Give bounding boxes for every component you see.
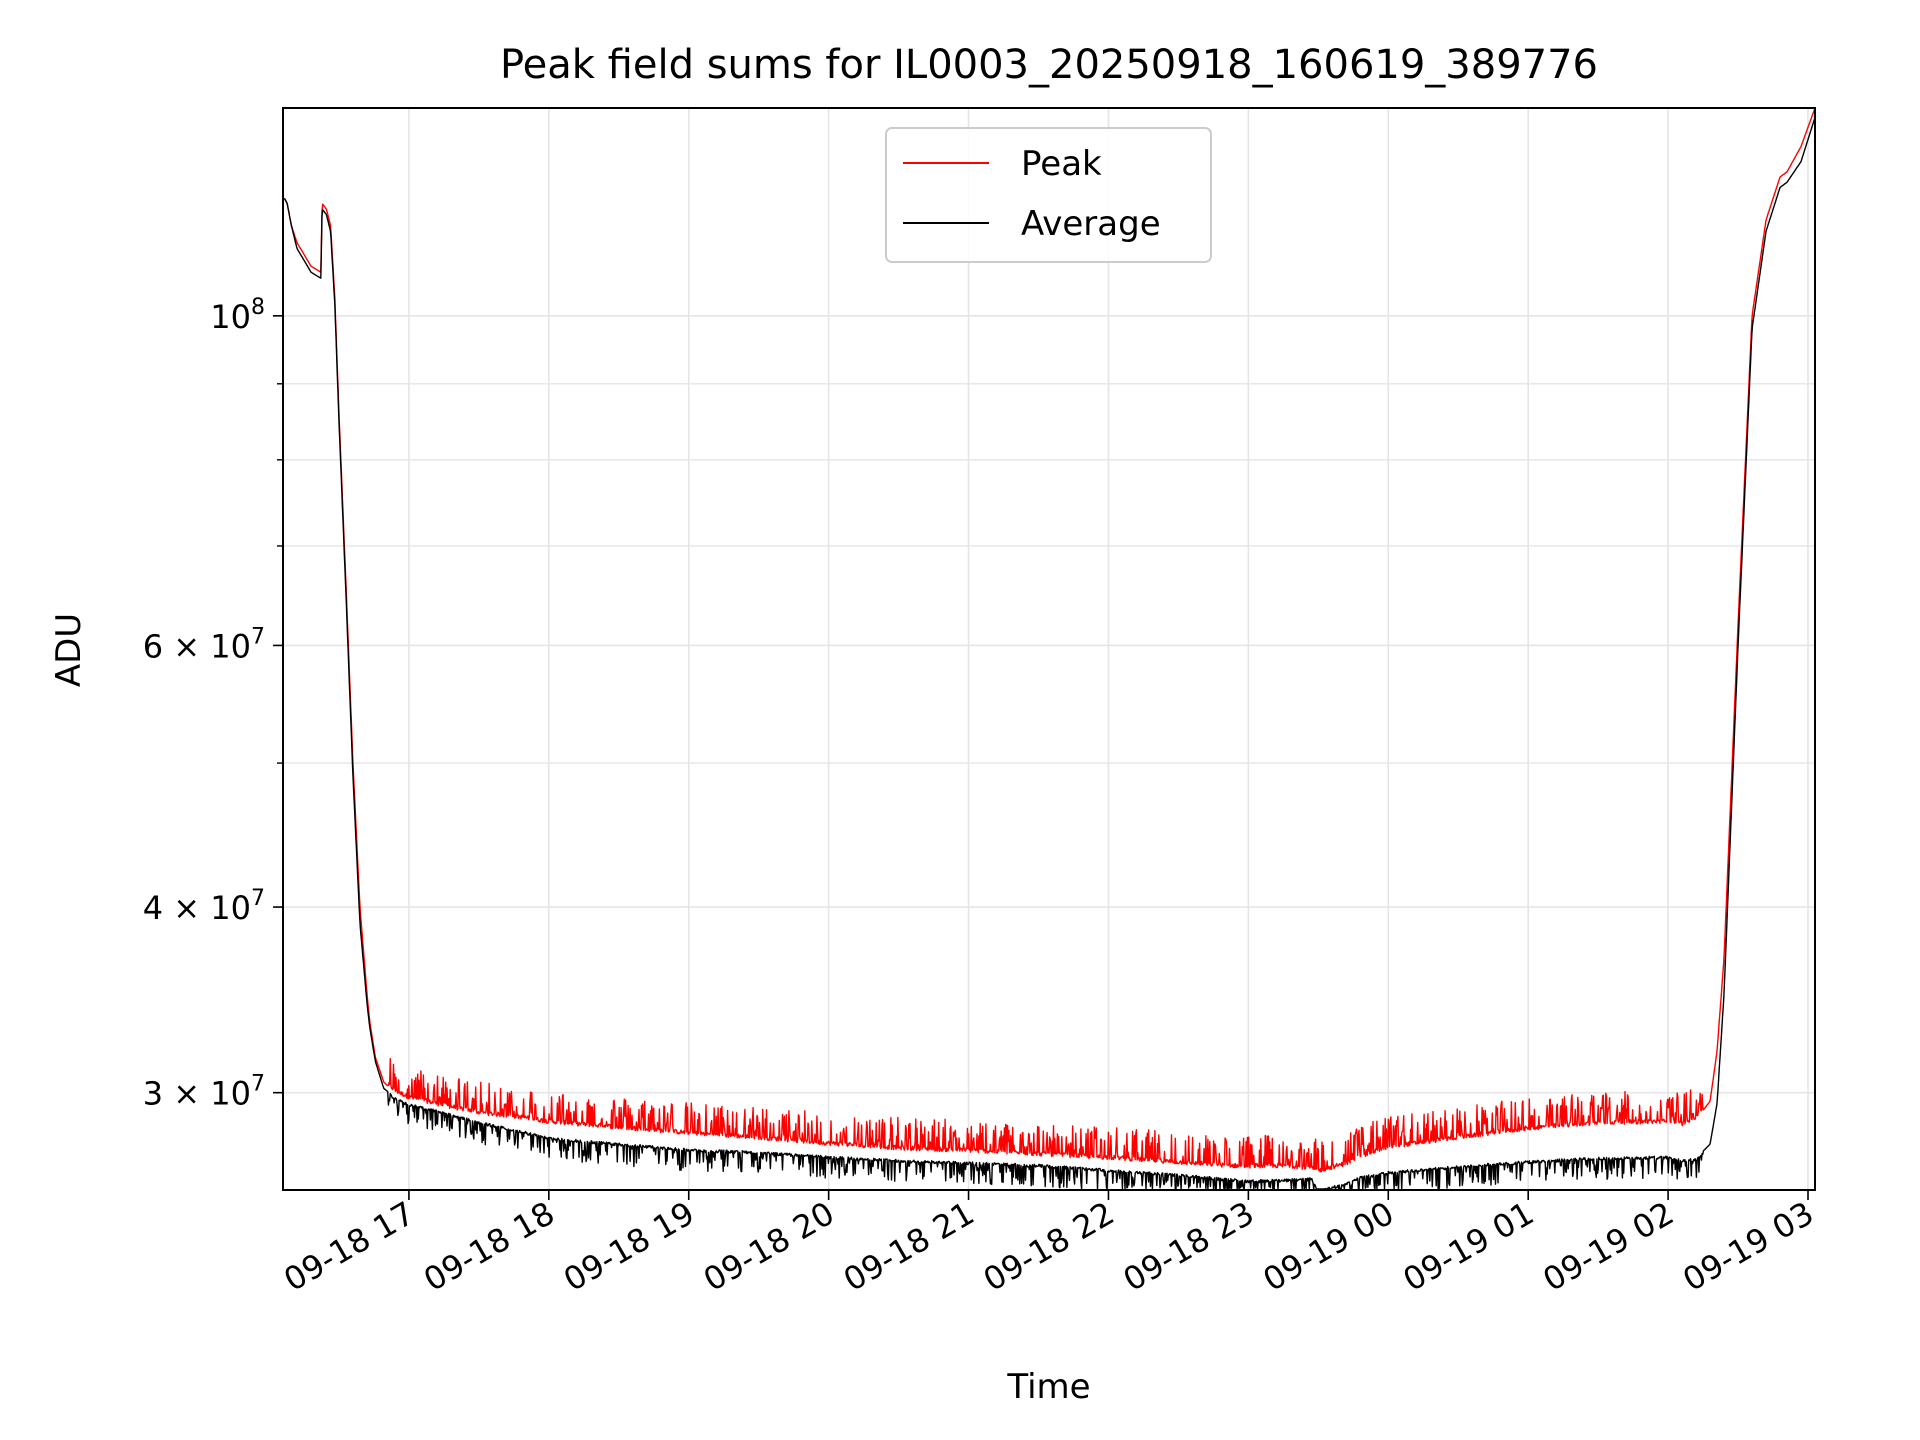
grid [283, 108, 1815, 1190]
x-tick-label: 09-19 03 [1676, 1194, 1820, 1299]
y-tick-label: 108 [210, 295, 265, 336]
x-tick-label: 09-19 01 [1397, 1194, 1541, 1299]
legend-peak-label: Peak [1021, 144, 1102, 184]
x-tick-label: 09-18 21 [837, 1194, 981, 1299]
x-tick-label: 09-19 00 [1257, 1194, 1401, 1299]
x-tick-label: 09-18 17 [277, 1194, 421, 1299]
x-axis-label: Time [1006, 1367, 1090, 1407]
plot-lines [283, 108, 1816, 1190]
x-tick-label: 09-18 19 [557, 1194, 701, 1299]
x-tick-label: 09-18 18 [417, 1194, 561, 1299]
chart-title: Peak field sums for IL0003_20250918_1606… [500, 42, 1598, 88]
x-tick-label: 09-18 22 [977, 1194, 1121, 1299]
x-tick-label: 09-19 02 [1536, 1194, 1680, 1299]
x-tick-label: 09-18 23 [1117, 1194, 1261, 1299]
legend: Peak Average [885, 127, 1212, 263]
y-tick-label: 6 × 107 [143, 624, 265, 665]
y-axis-label: ADU [49, 613, 89, 687]
plot-frame [282, 107, 1816, 1191]
legend-box [885, 127, 1212, 263]
y-tick-label: 4 × 107 [143, 886, 265, 927]
y-axis: 108 6 × 107 4 × 107 3 × 107 [143, 295, 283, 1113]
y-tick-label: 3 × 107 [143, 1072, 265, 1113]
x-tick-label: 09-18 20 [697, 1194, 841, 1299]
legend-average-label: Average [1021, 204, 1161, 244]
series-line-average [283, 117, 1816, 1190]
series-line-peak [283, 108, 1816, 1173]
